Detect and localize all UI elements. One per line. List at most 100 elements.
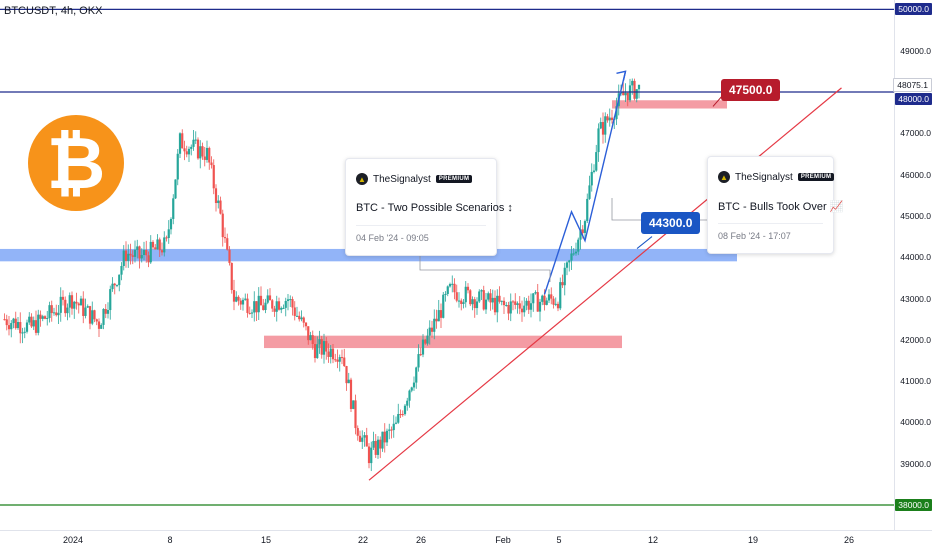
candle-body (599, 122, 602, 129)
candle-body (293, 307, 296, 316)
candle (446, 285, 449, 297)
candle (241, 297, 245, 311)
candle-body (28, 316, 31, 323)
candle-body (273, 308, 276, 312)
candle (325, 337, 328, 360)
candle (226, 233, 229, 251)
candle-body (464, 286, 467, 303)
candle (392, 415, 395, 438)
candle-body (419, 354, 422, 356)
candle (347, 372, 350, 384)
candle (372, 431, 375, 451)
candle (133, 240, 137, 263)
target-price-label[interactable]: 47500.0 (721, 79, 781, 101)
candle-body (604, 116, 607, 135)
candle (12, 317, 15, 329)
current-price-box: 48075.1 (893, 78, 932, 93)
candle (451, 275, 454, 293)
candle-body (203, 156, 206, 160)
candle-body (41, 316, 44, 319)
candle-body (246, 298, 249, 313)
candle (536, 283, 539, 312)
candle-body (12, 318, 15, 324)
idea-card-bulls-took-over[interactable]: ▲ TheSignalyst PREMIUM BTC - Bulls Took … (707, 156, 843, 254)
candle (145, 240, 148, 263)
candle-body (469, 290, 472, 305)
candle-body (538, 301, 542, 312)
candle-body (77, 303, 80, 306)
candle-body (228, 249, 231, 263)
candle-body (291, 299, 294, 308)
candle (255, 301, 258, 321)
candle (23, 327, 26, 339)
candle (183, 140, 186, 161)
candle (95, 318, 98, 326)
candle-body (493, 297, 497, 313)
candle (19, 312, 22, 344)
candle-body (628, 85, 632, 101)
candle (597, 123, 600, 162)
candle-body (325, 341, 328, 352)
candle-body (561, 282, 564, 286)
candle (408, 389, 411, 408)
candle (570, 246, 573, 270)
candle (43, 315, 47, 320)
author-name: TheSignalyst (735, 171, 793, 183)
candle-body (127, 253, 130, 261)
candle-body (19, 322, 22, 334)
candle-body (435, 318, 438, 322)
time-tick-label: 22 (357, 535, 369, 545)
candle-body (446, 286, 449, 294)
candle-body (34, 320, 38, 333)
candle (271, 298, 274, 312)
candle-body (25, 322, 29, 332)
candle (237, 295, 240, 306)
key-level-price-box: 48000.0 (895, 92, 932, 105)
candle (84, 298, 87, 319)
candle-body (433, 318, 436, 332)
candle-body (529, 303, 533, 310)
idea-card-two-scenarios[interactable]: ▲ TheSignalyst PREMIUM BTC - Two Possibl… (345, 158, 513, 256)
candle-body (635, 89, 638, 99)
candle (498, 286, 501, 304)
entry-price-label[interactable]: 44300.0 (641, 212, 701, 234)
candle (586, 193, 589, 223)
card-title: BTC - Two Possible Scenarios ↕ (356, 202, 513, 214)
candle-body (259, 295, 263, 306)
candle (606, 113, 609, 123)
time-axis[interactable]: 2024 8 15 22 26 Feb 5 12 19 26 (0, 530, 932, 551)
candle-body (455, 292, 458, 301)
price-axis[interactable]: 49000.0 47000.0 46000.0 45000.0 44000.0 43000… (893, 0, 932, 530)
candle-body (394, 422, 398, 424)
candle-body (266, 295, 269, 303)
candle-body (52, 312, 56, 314)
candle (379, 436, 382, 459)
candle (10, 320, 13, 338)
candle-body (502, 300, 506, 306)
price-tick-label: 43000.0 (900, 293, 931, 304)
price-tick-label: 39000.0 (900, 458, 931, 469)
candle (442, 291, 445, 319)
candle-body (448, 284, 452, 287)
candle-body (23, 331, 26, 333)
candle (338, 354, 341, 372)
candle (383, 423, 386, 453)
candle-body (338, 357, 341, 362)
candle (192, 129, 195, 151)
candle (232, 279, 236, 311)
candle (403, 403, 407, 416)
candle-body (232, 290, 236, 302)
candle (489, 288, 492, 311)
candle (79, 295, 83, 306)
candle (66, 303, 69, 321)
candle-body (140, 255, 143, 259)
candle-body (565, 262, 569, 268)
candle-body (376, 439, 380, 455)
candle-body (84, 307, 87, 316)
candle-body (295, 315, 299, 317)
candle-body (79, 298, 83, 306)
candle-body (381, 431, 384, 449)
candle-body (437, 310, 440, 322)
